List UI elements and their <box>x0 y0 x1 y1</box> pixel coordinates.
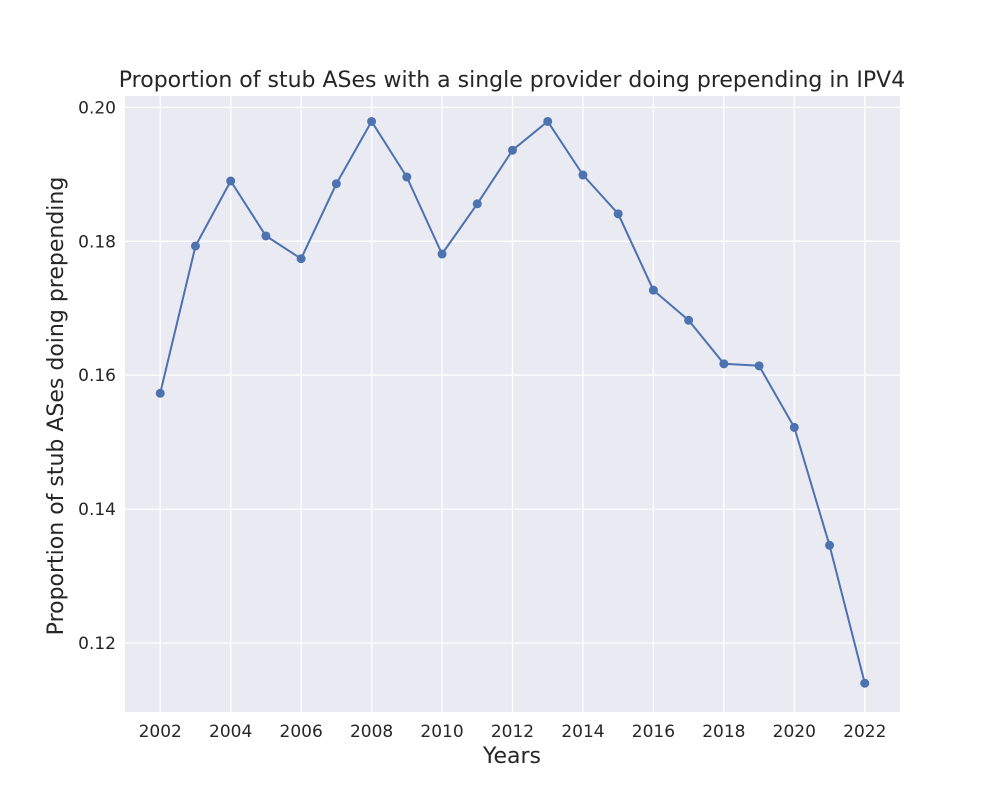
data-point <box>860 678 870 688</box>
x-tick-label: 2008 <box>350 722 393 742</box>
x-tick-label: 2022 <box>843 722 886 742</box>
x-tick-label: 2006 <box>280 722 323 742</box>
y-axis-ticks: 0.12 0.14 0.16 0.18 0.20 <box>78 98 116 654</box>
x-tick-label: 2002 <box>139 722 182 742</box>
y-axis-label: Proportion of stub ASes doing prepending <box>44 177 69 636</box>
data-point <box>825 540 835 550</box>
x-axis-label: Years <box>482 744 541 769</box>
x-tick-label: 2004 <box>209 722 252 742</box>
x-axis-ticks: 2002 2004 2006 2008 2010 2012 2014 2016 2018 2020… <box>139 722 887 742</box>
data-point <box>437 249 447 259</box>
data-point <box>226 176 236 186</box>
series-group <box>155 116 870 688</box>
data-point <box>402 172 412 182</box>
y-tick-label: 0.14 <box>78 500 116 520</box>
chart-title: Proportion of stub ASes with a single pr… <box>119 68 905 93</box>
data-point <box>331 179 341 189</box>
data-point <box>367 116 377 126</box>
data-point <box>754 361 764 371</box>
x-tick-label: 2020 <box>773 722 816 742</box>
y-tick-label: 0.18 <box>78 232 116 252</box>
data-point <box>719 359 729 369</box>
y-tick-label: 0.12 <box>78 634 116 654</box>
x-tick-label: 2010 <box>420 722 463 742</box>
data-point <box>648 285 658 295</box>
grid-lines <box>125 96 900 712</box>
data-point <box>155 388 165 398</box>
x-tick-label: 2012 <box>491 722 534 742</box>
y-tick-label: 0.16 <box>78 366 116 386</box>
x-tick-label: 2016 <box>632 722 675 742</box>
data-point <box>261 231 271 241</box>
data-point <box>296 254 306 264</box>
data-point <box>613 209 623 219</box>
data-point <box>543 116 553 126</box>
data-point <box>472 199 482 209</box>
data-point <box>789 422 799 432</box>
data-point <box>190 241 200 251</box>
data-point <box>684 315 694 325</box>
y-tick-label: 0.20 <box>78 98 116 118</box>
data-point <box>578 170 588 180</box>
x-tick-label: 2018 <box>702 722 745 742</box>
data-point <box>508 145 517 155</box>
x-tick-label: 2014 <box>561 722 604 742</box>
